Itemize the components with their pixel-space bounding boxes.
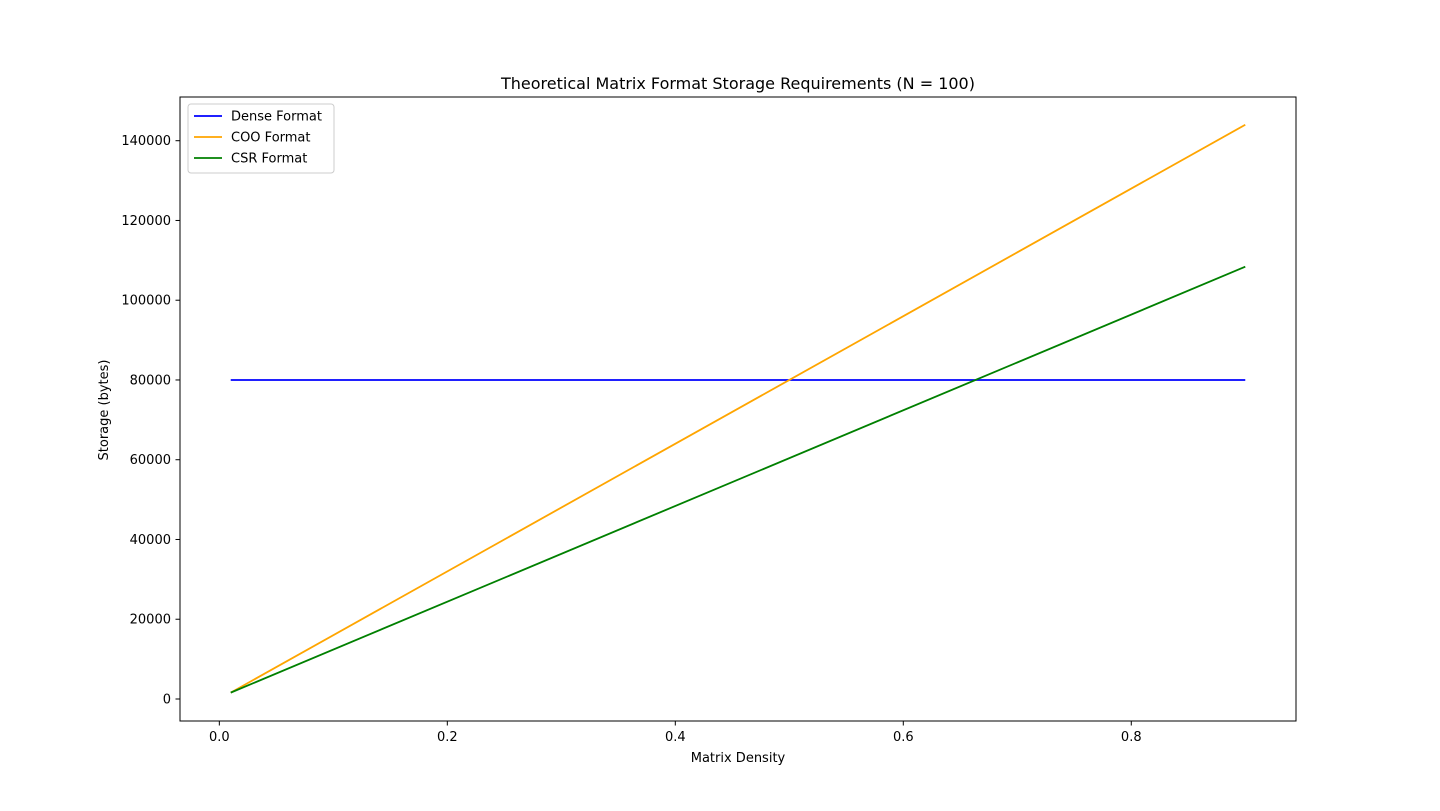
x-tick-label: 0.0 — [209, 730, 230, 745]
y-tick-label: 0 — [163, 692, 171, 707]
y-tick-label: 60000 — [130, 453, 171, 468]
y-axis-ticks: 0 20000 40000 60000 80000 100000 120000 140000 — [121, 134, 180, 707]
y-tick-label: 140000 — [121, 134, 171, 149]
y-tick-label: 120000 — [121, 214, 171, 229]
series-line-csr-format — [230, 265, 1246, 694]
y-tick-label: 20000 — [130, 613, 171, 628]
legend-label: CSR Format — [231, 152, 307, 167]
legend-box — [187, 103, 335, 174]
legend-label: Dense Format — [231, 110, 322, 125]
series-layer — [230, 123, 1246, 694]
x-tick-label: 0.2 — [437, 730, 458, 745]
y-axis-label: Storage (bytes) — [97, 360, 112, 461]
legend-label: COO Format — [231, 131, 311, 146]
plot-area — [179, 96, 1297, 722]
x-tick-label: 0.6 — [893, 730, 914, 745]
series-line-coo-format — [230, 123, 1246, 694]
y-tick-label: 40000 — [130, 533, 171, 548]
x-tick-label: 0.8 — [1121, 730, 1142, 745]
chart-title: Theoretical Matrix Format Storage Requir… — [500, 74, 975, 93]
x-axis-ticks: 0.0 0.2 0.4 0.6 0.8 — [209, 721, 1142, 745]
y-tick-label: 80000 — [130, 373, 171, 388]
y-tick-label: 100000 — [121, 294, 171, 309]
x-axis-label: Matrix Density — [691, 751, 786, 766]
plot-border — [179, 96, 1297, 722]
x-tick-label: 0.4 — [665, 730, 686, 745]
legend: Dense Format COO Format CSR Format — [187, 103, 335, 174]
